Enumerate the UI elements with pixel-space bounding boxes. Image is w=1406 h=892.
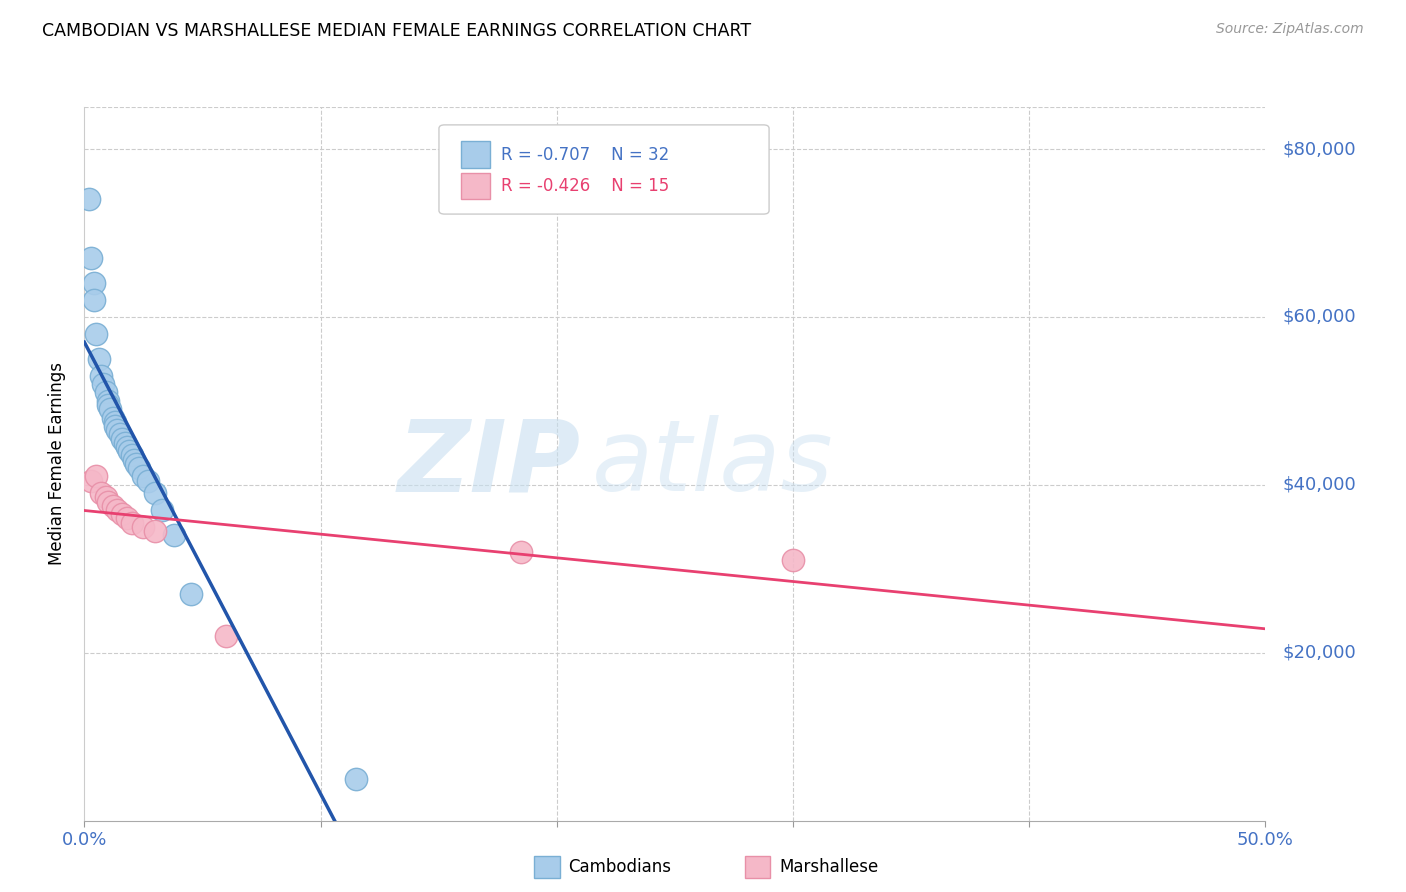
Point (97, 398, 120, 412)
Point (90, 368, 112, 383)
Text: R = -0.707    N = 32: R = -0.707 N = 32 (501, 145, 669, 164)
Point (121, 516, 143, 530)
Text: atlas: atlas (592, 416, 834, 512)
Text: ZIP: ZIP (398, 416, 581, 512)
Point (80, 251, 103, 265)
Point (84, 326, 107, 341)
Point (98, 402, 121, 417)
Text: $60,000: $60,000 (1282, 308, 1355, 326)
Point (77, 193, 100, 207)
Point (132, 469, 155, 483)
Point (111, 507, 134, 521)
Point (782, 553, 804, 567)
Point (150, 503, 173, 517)
Point (143, 486, 166, 500)
Point (115, 440, 138, 454)
Point (108, 427, 131, 442)
Point (122, 452, 145, 467)
Point (101, 410, 124, 425)
Point (87, 351, 110, 366)
Point (118, 444, 141, 458)
Point (114, 435, 136, 450)
Point (83, 277, 105, 291)
Point (90, 486, 112, 500)
Point (180, 587, 202, 601)
Point (94, 385, 117, 400)
Text: CAMBODIAN VS MARSHALLESE MEDIAN FEMALE EARNINGS CORRELATION CHART: CAMBODIAN VS MARSHALLESE MEDIAN FEMALE E… (42, 22, 751, 40)
Point (125, 457, 148, 471)
Point (83, 293, 105, 307)
Point (121, 449, 143, 463)
Point (510, 545, 533, 559)
Text: R = -0.426    N = 15: R = -0.426 N = 15 (501, 177, 669, 194)
Text: $20,000: $20,000 (1282, 644, 1355, 662)
Point (94, 491, 117, 505)
Point (111, 432, 134, 446)
Point (132, 520, 155, 534)
Text: Source: ZipAtlas.com: Source: ZipAtlas.com (1216, 22, 1364, 37)
Point (344, 772, 367, 786)
Point (163, 528, 186, 542)
Point (104, 415, 127, 429)
Point (107, 503, 129, 517)
Text: $40,000: $40,000 (1282, 475, 1355, 494)
Point (80, 474, 103, 488)
Text: $80,000: $80,000 (1282, 140, 1355, 158)
Point (84, 469, 107, 483)
Y-axis label: Median Female Earnings: Median Female Earnings (48, 362, 66, 566)
Point (91, 377, 114, 392)
Point (101, 499, 124, 513)
Point (136, 474, 159, 488)
Point (128, 461, 150, 475)
Point (215, 629, 238, 643)
Point (143, 524, 166, 538)
Text: Cambodians: Cambodians (568, 858, 671, 876)
Point (115, 511, 138, 525)
Point (104, 419, 127, 434)
Point (97, 494, 120, 508)
Point (97, 393, 120, 408)
Point (107, 423, 129, 437)
Text: Marshallese: Marshallese (779, 858, 879, 876)
